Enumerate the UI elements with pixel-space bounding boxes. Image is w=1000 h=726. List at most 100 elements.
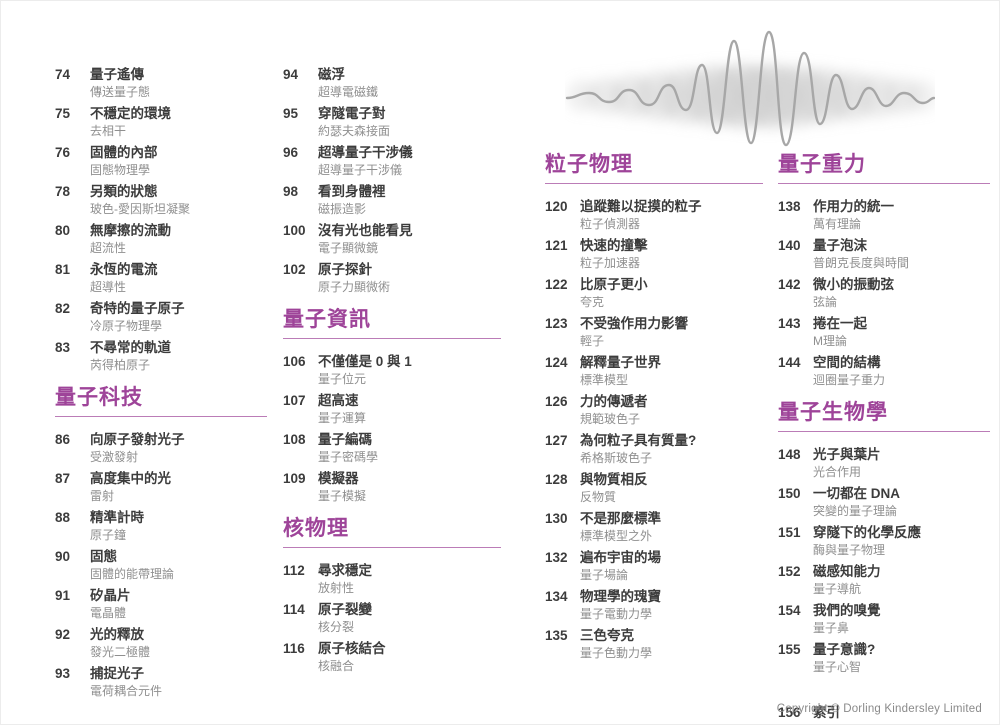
entry-page-number: 135 [545,628,568,643]
section-heading: 核物理 [283,517,349,540]
entry-subtitle: 玻色-愛因斯坦凝聚 [90,202,190,216]
entry-text: 不尋常的軌道 芮得柏原子 [90,339,171,373]
section-heading-block: 粒子物理 [545,152,763,184]
entry-text: 我們的嗅覺 量子鼻 [813,602,881,636]
toc-entry: 83 不尋常的軌道 芮得柏原子 [55,339,267,373]
entry-page-number: 152 [778,564,801,579]
entry-subtitle: 雷射 [90,489,115,503]
entry-subtitle: 粒子加速器 [580,256,641,270]
entry-page-number: 112 [283,563,305,578]
entry-subtitle: 迴圈量子重力 [813,373,886,387]
toc-entry: 154 我們的嗅覺 量子鼻 [778,602,990,636]
entry-page-number: 116 [283,641,305,656]
entry-text: 物理學的瑰寶 量子電動力學 [580,588,661,622]
entry-page-number: 132 [545,550,568,565]
entry-title: 固體的內部 [90,145,158,160]
entry-subtitle: 去相干 [90,124,127,138]
entry-title: 微小的振動弦 [813,277,894,292]
entry-title: 量子意識? [813,642,876,657]
entry-text: 索引 [813,704,840,721]
entry-title: 作用力的統一 [813,199,894,214]
entry-title: 量子遙傳 [90,67,144,82]
entry-subtitle: 超流性 [90,241,127,255]
entry-text: 矽晶片 電晶體 [90,587,131,621]
entry-subtitle: 量子位元 [318,372,367,386]
entry-text: 光子與葉片 光合作用 [813,446,881,480]
section-heading-rule [778,183,990,184]
toc-entry: 122 比原子更小 夸克 [545,276,763,310]
entry-subtitle: 反物質 [580,490,617,504]
entry-text: 高度集中的光 雷射 [90,470,171,504]
entry-subtitle: 量子鼻 [813,621,850,635]
entry-page-number: 109 [283,471,306,486]
entry-page-number: 81 [55,262,71,277]
entry-text: 不穩定的環境 去相干 [90,105,171,139]
entry-subtitle: 酶與量子物理 [813,543,886,557]
entry-subtitle: 粒子偵測器 [580,217,641,231]
toc-entry: 123 不受強作用力影響 輕子 [545,315,763,349]
entry-subtitle: 原子力顯微術 [318,280,391,294]
toc-entry: 121 快速的撞擊 粒子加速器 [545,237,763,271]
entry-text: 模擬器 量子模擬 [318,470,366,504]
entry-title: 三色夸克 [580,628,634,643]
entry-subtitle: 量子心智 [813,660,862,674]
entry-text: 磁感知能力 量子導航 [813,563,881,597]
entry-title: 不是那麼標準 [580,511,661,526]
entry-page-number: 144 [778,355,801,370]
toc-column-3: 粒子物理 120 追蹤難以捉摸的粒子 粒子偵測器 121 快速的撞擊 粒子加速器 [545,140,763,666]
entry-title: 磁感知能力 [813,564,881,579]
entry-page-number: 140 [778,238,801,253]
toc-entry: 151 穿隧下的化學反應 酶與量子物理 [778,524,990,558]
entry-page-number: 91 [55,588,71,603]
section-heading-block: 量子生物學 [778,400,990,432]
toc-entry: 100 沒有光也能看見 電子顯微鏡 [283,222,501,256]
entry-page-number: 96 [283,145,299,160]
toc-entry: 135 三色夸克 量子色動力學 [545,627,763,661]
entry-text: 一切都在 DNA 突變的量子理論 [813,485,900,519]
entry-text: 作用力的統一 萬有理論 [813,198,894,232]
section-heading: 量子生物學 [778,401,888,424]
entry-text: 解釋量子世界 標準模型 [580,354,661,388]
toc-entry: 155 量子意識? 量子心智 [778,641,990,675]
toc-entry: 81 永恆的電流 超導性 [55,261,267,295]
entry-title: 光的釋放 [90,627,144,642]
entry-page-number: 122 [545,277,568,292]
entry-subtitle: 核融合 [318,659,355,673]
toc-entry: 74 量子遙傳 傳送量子態 [55,66,267,100]
toc-entry: 78 另類的狀態 玻色-愛因斯坦凝聚 [55,183,267,217]
entry-page-number: 121 [545,238,568,253]
entry-page-number: 107 [283,393,306,408]
entry-page-number: 120 [545,199,568,214]
entry-title: 磁浮 [318,67,345,82]
wave-packet-illustration [565,30,935,147]
entry-title: 穿隧電子對 [318,106,386,121]
entry-page-number: 98 [283,184,299,199]
section-heading-rule [545,183,763,184]
entry-page-number: 130 [545,511,568,526]
entry-subtitle: 固體的能帶理論 [90,567,175,581]
entry-text: 量子意識? 量子心智 [813,641,875,675]
toc-entry: 140 量子泡沫 普朗克長度與時間 [778,237,990,271]
entry-text: 無摩擦的流動 超流性 [90,222,171,256]
entry-page-number: 155 [778,642,801,657]
entry-page-number: 75 [55,106,71,121]
entry-text: 量子泡沫 普朗克長度與時間 [813,237,909,271]
entry-subtitle: 超導電磁鐵 [318,85,379,99]
section-heading-rule [55,416,267,417]
entry-subtitle: 光合作用 [813,465,862,479]
entry-text: 為何粒子具有質量? 希格斯玻色子 [580,432,696,466]
entry-text: 捲在一起 M理論 [813,315,867,349]
entry-subtitle: 規範玻色子 [580,412,641,426]
section-heading: 粒子物理 [545,153,633,176]
entry-page-number: 128 [545,472,568,487]
toc-entry: 142 微小的振動弦 弦論 [778,276,990,310]
entry-page-number: 76 [55,145,71,160]
entry-title: 永恆的電流 [90,262,158,277]
entry-title: 不穩定的環境 [90,106,171,121]
entry-text: 向原子發射光子 受激發射 [90,431,185,465]
toc-entry: 120 追蹤難以捉摸的粒子 粒子偵測器 [545,198,763,232]
section-heading-block: 量子重力 [778,152,990,184]
entry-subtitle: 量子密碼學 [318,450,379,464]
entry-text: 磁浮 超導電磁鐵 [318,66,378,100]
entry-text: 遍布宇宙的場 量子場論 [580,549,661,583]
